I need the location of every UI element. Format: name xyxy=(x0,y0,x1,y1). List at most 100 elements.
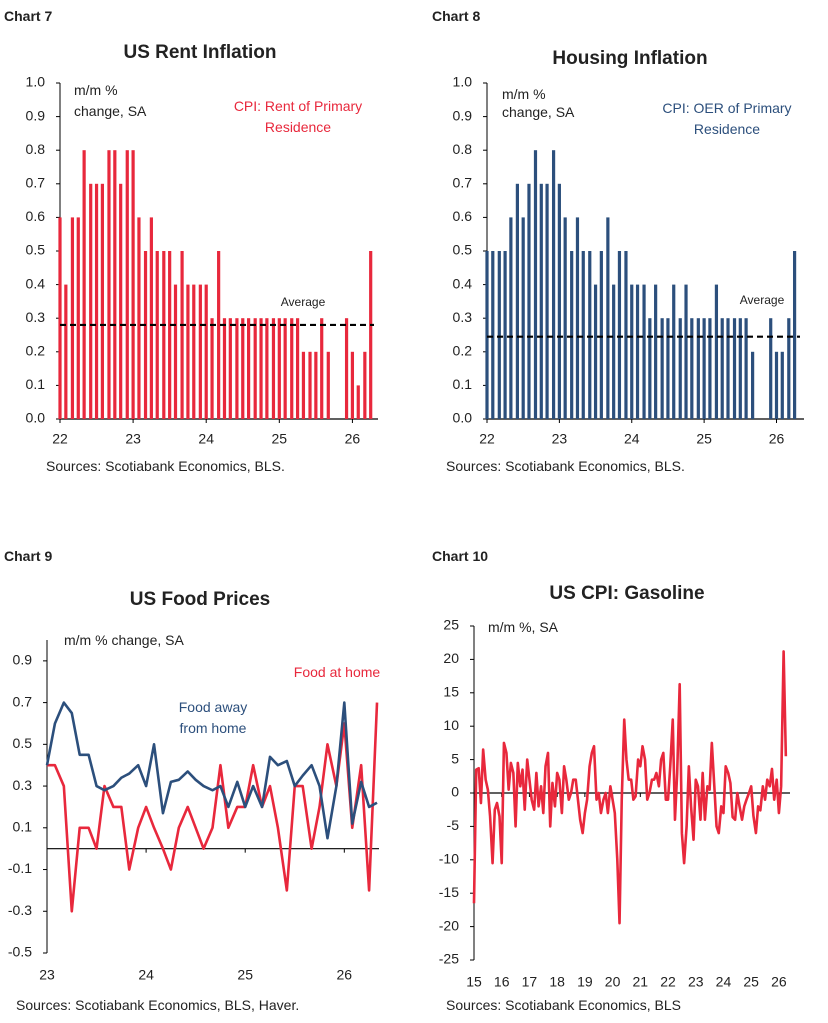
bar xyxy=(575,217,580,419)
bar xyxy=(228,318,232,419)
y-tick-label: 0.7 xyxy=(26,175,46,191)
bar xyxy=(277,318,281,419)
bar xyxy=(192,284,196,419)
legend-label: Food at home xyxy=(293,664,381,680)
bar xyxy=(630,284,634,419)
y-tick-label: -25 xyxy=(439,951,459,967)
bar xyxy=(557,183,561,419)
x-tick-label: 25 xyxy=(237,967,253,983)
bar xyxy=(168,251,172,419)
bar xyxy=(356,385,360,419)
unit-note: change, SA xyxy=(502,104,575,120)
x-tick-label: 19 xyxy=(577,974,593,990)
y-tick-label: 0.1 xyxy=(26,376,46,392)
bar xyxy=(113,150,117,419)
y-tick-label: 0.7 xyxy=(13,693,33,709)
y-tick-label: 0.6 xyxy=(453,208,473,224)
chart-label: Chart 9 xyxy=(4,548,53,564)
bar xyxy=(131,150,135,419)
bar xyxy=(173,284,178,419)
bar xyxy=(217,251,221,419)
bar xyxy=(672,284,676,419)
x-tick-label: 16 xyxy=(494,974,510,990)
x-tick-label: 24 xyxy=(198,431,214,447)
bar xyxy=(259,318,263,419)
average-label: Average xyxy=(280,295,326,309)
bar xyxy=(210,318,214,419)
bar xyxy=(738,318,742,419)
bar xyxy=(642,284,646,419)
bar xyxy=(732,318,737,419)
source: Sources: Scotiabank Economics, BLS. xyxy=(446,458,685,474)
bar xyxy=(94,183,99,419)
bar xyxy=(774,351,779,419)
y-tick-label: 0.4 xyxy=(26,275,46,291)
y-tick-label: 0.5 xyxy=(453,242,473,258)
x-tick-label: 23 xyxy=(688,974,704,990)
bar xyxy=(690,318,694,419)
chart-title: US Rent Inflation xyxy=(123,42,277,63)
bar xyxy=(222,318,227,419)
bar xyxy=(180,251,184,419)
bar xyxy=(186,284,190,419)
bar xyxy=(678,318,682,419)
y-tick-label: 15 xyxy=(443,684,459,700)
bar xyxy=(624,251,628,419)
y-tick-label: -20 xyxy=(439,917,459,933)
bar xyxy=(301,351,306,419)
bar xyxy=(599,251,603,419)
x-tick-label: 26 xyxy=(345,431,361,447)
bar xyxy=(369,251,373,419)
y-tick-label: 0.9 xyxy=(13,652,33,668)
x-tick-label: 24 xyxy=(624,431,640,447)
bar xyxy=(769,318,773,419)
bar xyxy=(726,318,730,419)
bar xyxy=(714,284,719,419)
y-tick-label: 0.3 xyxy=(453,309,473,325)
bar xyxy=(654,284,658,419)
bar xyxy=(720,318,724,419)
bar xyxy=(751,351,755,419)
bar xyxy=(744,318,748,419)
bar xyxy=(326,351,330,419)
bar xyxy=(89,183,93,419)
y-tick-label: -0.3 xyxy=(8,902,32,918)
bar xyxy=(204,284,208,419)
bar xyxy=(593,284,598,419)
y-tick-label: 0 xyxy=(451,784,459,800)
bar xyxy=(143,251,148,419)
x-tick-label: 23 xyxy=(125,431,141,447)
y-tick-label: -5 xyxy=(447,817,460,833)
bar xyxy=(612,284,616,419)
y-tick-label: 0.5 xyxy=(13,735,33,751)
source: Sources: Scotiabank Economics, BLS, Have… xyxy=(16,997,300,1013)
chart-title: Housing Inflation xyxy=(552,48,708,69)
bar xyxy=(617,251,622,419)
y-tick-label: 1.0 xyxy=(26,74,46,90)
x-tick-label: 26 xyxy=(337,967,353,983)
y-tick-label: -0.1 xyxy=(8,860,32,876)
x-tick-label: 25 xyxy=(696,431,712,447)
bar xyxy=(551,150,556,419)
x-tick-label: 22 xyxy=(479,431,495,447)
bar xyxy=(635,284,640,419)
x-tick-label: 22 xyxy=(52,431,68,447)
line xyxy=(47,702,379,913)
chart-title: US Food Prices xyxy=(129,589,271,610)
bar xyxy=(780,351,784,419)
bar xyxy=(521,217,525,419)
x-tick-label: 22 xyxy=(660,974,676,990)
average-label: Average xyxy=(739,293,785,307)
y-tick-label: 0.2 xyxy=(26,343,46,359)
y-tick-label: 0.1 xyxy=(13,819,33,835)
y-tick-label: 0.3 xyxy=(26,309,46,325)
y-tick-label: 10 xyxy=(443,717,459,733)
bar xyxy=(792,251,797,419)
legend-label: Food away from home xyxy=(178,699,248,736)
x-tick-label: 24 xyxy=(138,967,154,983)
bar xyxy=(702,318,706,419)
bar xyxy=(82,150,86,419)
legend-label: CPI: Rent of Primary Residence xyxy=(233,98,363,135)
bar xyxy=(588,251,592,419)
